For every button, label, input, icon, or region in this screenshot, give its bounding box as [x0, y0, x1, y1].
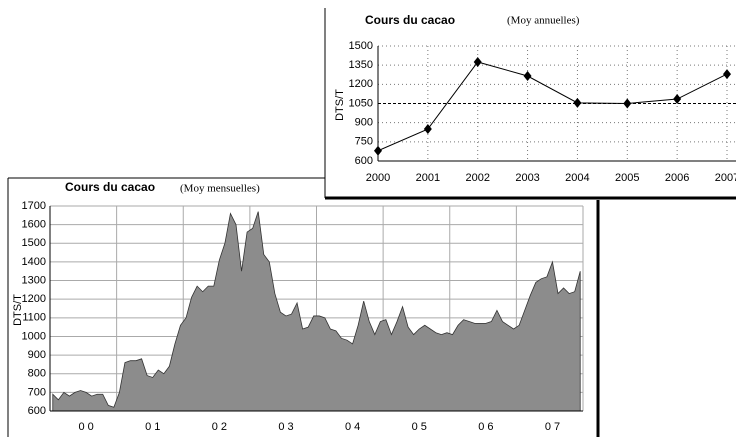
y-tick-label: 1500: [349, 40, 373, 52]
y-axis-label: DTS/T: [12, 294, 24, 326]
y-tick-label: 900: [355, 117, 373, 129]
y-axis-label: DTS/T: [334, 89, 346, 121]
x-tick-label: 2001: [416, 172, 440, 184]
marker: [374, 145, 382, 156]
x-tick-label: 0 7: [545, 421, 560, 433]
marker: [473, 56, 482, 67]
chart-subtitle: (Moy mensuelles): [180, 183, 260, 195]
marker: [623, 98, 632, 109]
y-tick-label: 1500: [22, 237, 46, 249]
marker: [523, 71, 532, 82]
x-tick-label: 2003: [515, 172, 539, 184]
y-tick-label: 800: [28, 368, 46, 380]
marker: [423, 124, 432, 135]
y-tick-label: 1200: [22, 293, 46, 305]
x-tick-label: 2007: [715, 172, 736, 184]
x-tick-label: 2005: [615, 172, 639, 184]
data-area: [52, 211, 581, 412]
annual-chart: Cours du cacao (Moy annuelles) DTS/T 600…: [324, 8, 736, 200]
y-tick-label: 1000: [22, 330, 46, 342]
chart-subtitle: (Moy annuelles): [507, 15, 580, 27]
x-tick-label: 0 2: [212, 421, 227, 433]
y-tick-label: 700: [28, 386, 46, 398]
x-tick-label: 0 3: [278, 421, 293, 433]
y-tick-label: 600: [355, 155, 373, 167]
y-tick-label: 1300: [22, 274, 46, 286]
x-tick-label: 0 0: [78, 421, 93, 433]
y-tick-label: 1200: [349, 78, 373, 90]
chart-title: Cours du cacao: [65, 180, 155, 194]
x-tick-label: 0 1: [145, 421, 160, 433]
y-tick-label: 1100: [22, 312, 46, 324]
chart-title: Cours du cacao: [365, 13, 455, 27]
marker: [673, 94, 682, 105]
y-tick-label: 1600: [22, 219, 46, 231]
marker: [573, 97, 582, 108]
y-tick-label: 1350: [349, 59, 373, 71]
y-tick-label: 600: [28, 405, 46, 417]
x-tick-label: 2002: [465, 172, 489, 184]
x-tick-label: 0 5: [412, 421, 427, 433]
x-tick-label: 0 6: [478, 421, 493, 433]
monthly-chart: Cours du cacao (Moy mensuelles) DTS/T 60…: [7, 177, 600, 437]
x-tick-label: 2000: [366, 172, 390, 184]
x-tick-label: 2006: [665, 172, 689, 184]
y-tick-label: 1700: [22, 200, 46, 212]
x-tick-label: 2004: [565, 172, 589, 184]
marker: [723, 69, 731, 80]
y-tick-label: 900: [28, 349, 46, 361]
y-tick-label: 1400: [22, 256, 46, 268]
y-tick-label: 750: [355, 136, 373, 148]
data-line: [377, 61, 728, 152]
y-tick-label: 1050: [349, 97, 373, 109]
x-tick-label: 0 4: [345, 421, 360, 433]
